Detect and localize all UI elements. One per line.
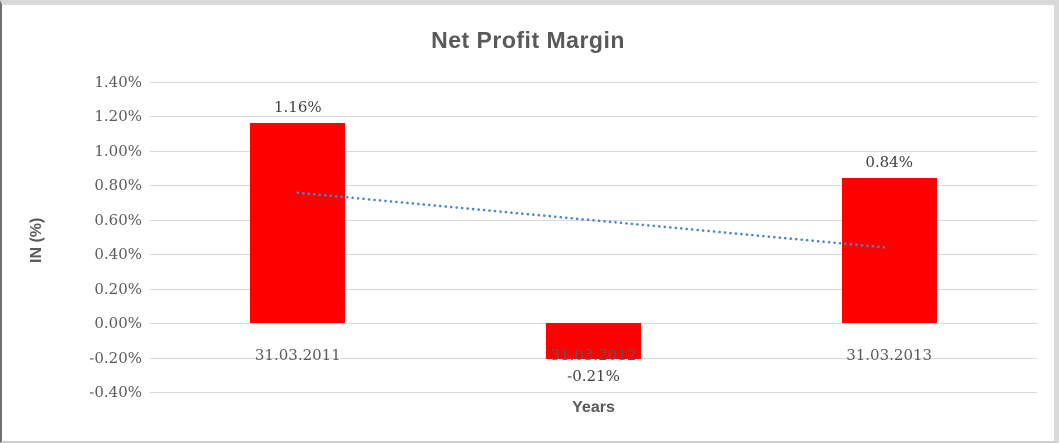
y-tick-label: 1.20%	[94, 107, 142, 126]
gridline	[150, 392, 1037, 393]
gridline	[150, 254, 1037, 256]
gridline	[150, 116, 1037, 118]
y-tick-label: 0.20%	[94, 279, 142, 298]
x-category-label: 31.03.2012	[550, 346, 637, 365]
trendline[interactable]	[2, 5, 1054, 441]
gridline	[150, 185, 1037, 187]
y-tick-label: 0.60%	[94, 210, 142, 229]
x-category-label: 31.03.2013	[846, 346, 933, 365]
bar-31.03.2011[interactable]	[250, 123, 346, 324]
data-label: 1.16%	[274, 98, 322, 117]
gridline	[150, 82, 1037, 83]
y-tick-label: -0.20%	[89, 348, 142, 367]
gridline	[150, 288, 1037, 290]
data-label: -0.21%	[567, 367, 620, 386]
y-tick-label: 0.40%	[94, 245, 142, 264]
y-tick-label: 1.00%	[94, 141, 142, 160]
x-category-label: 31.03.2011	[254, 346, 341, 365]
bar-31.03.2012[interactable]	[546, 323, 641, 360]
y-tick-label: 0.00%	[94, 314, 142, 333]
y-tick-label: -0.40%	[89, 383, 142, 401]
chart-title: Net Profit Margin	[431, 27, 625, 53]
bar-31.03.2013[interactable]	[841, 178, 937, 324]
y-tick-label: 0.80%	[94, 176, 142, 195]
y-tick-label: 1.40%	[94, 73, 142, 91]
x-axis-title: Years	[572, 399, 615, 416]
data-label: 0.84%	[865, 153, 913, 172]
gridline	[150, 150, 1037, 152]
